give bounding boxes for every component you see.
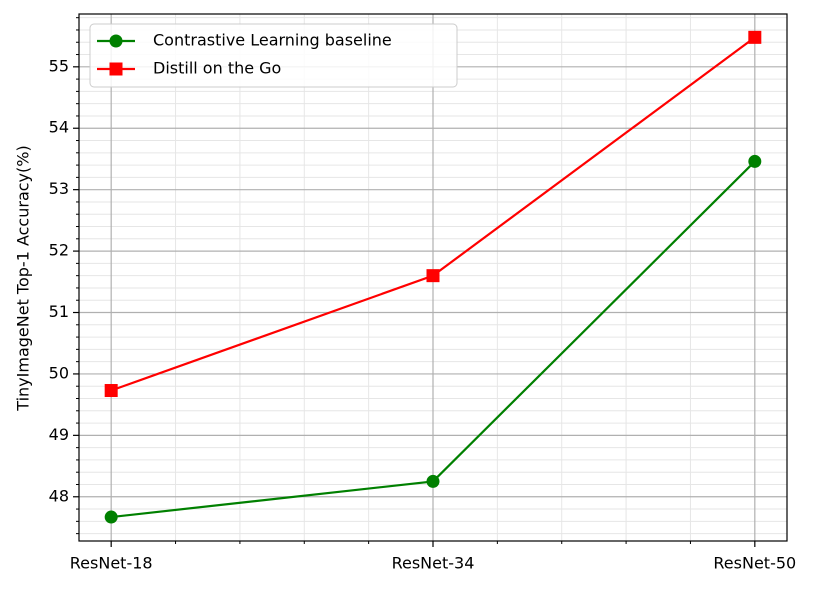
data-point xyxy=(748,30,762,44)
legend-label: Contrastive Learning baseline xyxy=(153,31,392,50)
data-point xyxy=(104,384,118,398)
y-tick-label: 52 xyxy=(49,241,69,260)
plot-frame xyxy=(78,13,788,542)
legend-marker xyxy=(109,62,123,76)
data-point xyxy=(748,154,762,168)
data-point xyxy=(426,269,440,283)
legend-label: Distill on the Go xyxy=(153,59,281,78)
y-tick-label: 53 xyxy=(49,179,69,198)
y-tick-label: 48 xyxy=(49,486,69,505)
legend-marker xyxy=(109,34,123,48)
y-tick-label: 51 xyxy=(49,302,69,321)
data-point xyxy=(104,510,118,524)
y-tick-label: 50 xyxy=(49,363,69,382)
y-tick-label: 55 xyxy=(49,56,69,75)
x-tick-label: ResNet-50 xyxy=(713,554,796,573)
x-tick-label: ResNet-34 xyxy=(392,554,475,573)
y-tick-label: 54 xyxy=(49,118,69,137)
x-tick-label: ResNet-18 xyxy=(70,554,153,573)
y-axis-label: TinyImageNet Top-1 Accuracy(%) xyxy=(14,145,33,411)
legend-box xyxy=(89,23,458,88)
data-point xyxy=(426,474,440,488)
y-tick-label: 49 xyxy=(49,425,69,444)
